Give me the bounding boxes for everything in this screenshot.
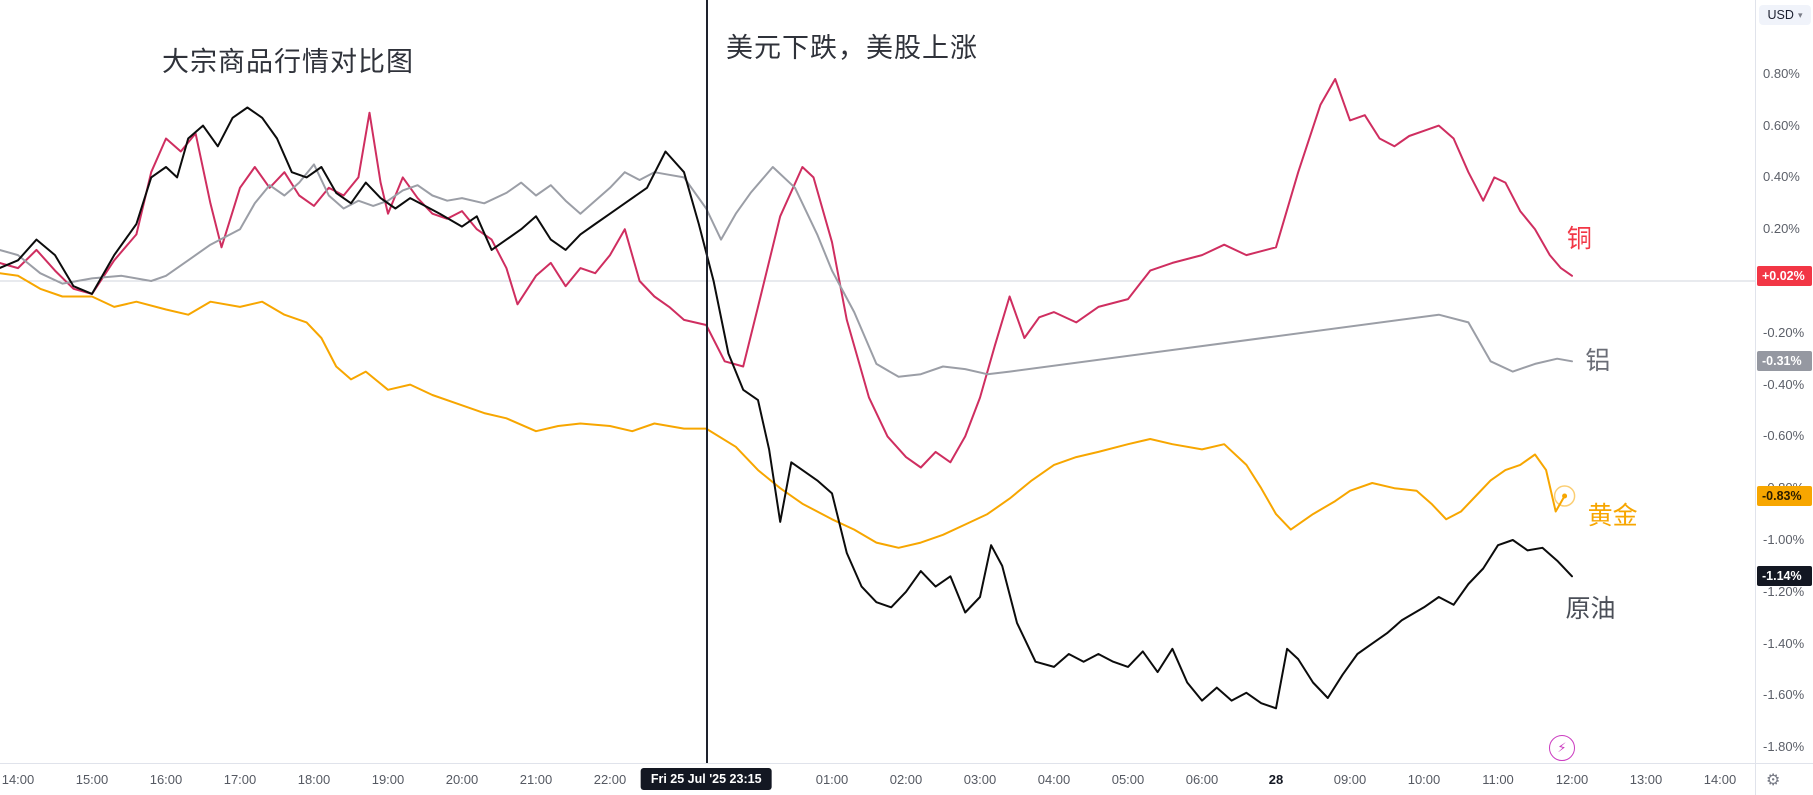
last-point-ring-gold [1553, 485, 1576, 507]
axis-corner: ⚙ [1755, 763, 1813, 795]
time-label: 15:00 [75, 772, 109, 787]
price-tick: -1.60% [1763, 687, 1805, 703]
price-tick: -0.40% [1763, 376, 1805, 392]
crosshair-vertical-line[interactable] [706, 0, 708, 763]
price-tick: -1.20% [1763, 583, 1805, 599]
time-label: 05:00 [1111, 772, 1145, 787]
series-label-copper[interactable]: 铜 [1566, 224, 1592, 253]
time-label: 16:00 [149, 772, 183, 787]
price-badge-crude-oil: -1.14% [1757, 566, 1812, 587]
time-label: 10:00 [1407, 772, 1441, 787]
lightning-glyph: ⚡ [1557, 740, 1567, 756]
time-label: 11:00 [1482, 772, 1514, 787]
price-tick: -0.60% [1763, 428, 1805, 444]
time-label: 22:00 [593, 772, 627, 787]
series-line-gold[interactable] [0, 272, 1566, 549]
time-axis[interactable]: Fri 25 Jul '25 23:15 14:00 15:00 16:00 17:0… [0, 763, 1755, 795]
time-label: 18:00 [297, 772, 331, 787]
series-label-aluminum[interactable]: 铝 [1585, 346, 1611, 375]
series-line-copper[interactable] [0, 78, 1573, 469]
series-label-crude-oil[interactable]: 原油 [1565, 595, 1616, 624]
currency-selector[interactable]: USD ▾ [1759, 5, 1811, 25]
time-label: 12:00 [1555, 772, 1589, 787]
series-label-gold[interactable]: 黄金 [1587, 502, 1638, 531]
price-tick: -0.20% [1763, 324, 1805, 340]
chevron-down-icon: ▾ [1797, 9, 1803, 20]
time-label: 06:00 [1185, 772, 1219, 787]
gear-icon[interactable]: ⚙ [1766, 772, 1781, 789]
time-label: 04:00 [1037, 772, 1071, 787]
time-label: 13:00 [1629, 772, 1663, 787]
price-tick: -1.00% [1763, 532, 1805, 547]
price-badge-copper: +0.02% [1757, 265, 1812, 286]
currency-label: USD [1767, 8, 1794, 22]
time-label: 09:00 [1333, 772, 1367, 787]
time-label: 17:00 [223, 772, 257, 787]
price-tick: 0.20% [1763, 221, 1800, 237]
crosshair-time-badge: Fri 25 Jul '25 23:15 [640, 768, 772, 790]
chart-title-annotation[interactable]: 大宗商品行情对比图 [162, 47, 414, 77]
price-badge-gold: -0.83% [1757, 485, 1812, 506]
last-point-dot-gold [1562, 493, 1568, 499]
series-line-crude-oil[interactable] [0, 106, 1573, 710]
time-label: 28 [1268, 772, 1284, 787]
time-label: 21:00 [519, 772, 553, 787]
price-axis[interactable]: USD ▾ 0.80% 0.60% 0.40% 0.20% -0.20% -0.40% -0… [1755, 0, 1813, 763]
price-chart[interactable]: 大宗商品行情对比图 美元下跌，美股上涨 铜铝黄金原油 [0, 0, 1755, 763]
price-tick: -1.80% [1763, 739, 1805, 755]
lightning-icon[interactable]: ⚡ [1548, 735, 1575, 762]
price-badge-aluminum: -0.31% [1757, 351, 1812, 372]
time-label: 02:00 [889, 772, 923, 787]
time-label: 03:00 [963, 772, 997, 787]
price-tick: -1.40% [1763, 635, 1805, 651]
price-tick: 0.40% [1763, 169, 1800, 185]
time-label: 14:00 [1703, 772, 1737, 787]
time-label: 19:00 [371, 772, 405, 787]
time-label: 01:00 [815, 772, 849, 787]
time-label: 14:00 [1, 772, 35, 787]
chart-canvas [0, 78, 1755, 710]
price-tick: 0.80% [1763, 65, 1800, 81]
price-tick: 0.60% [1763, 117, 1800, 133]
series-line-aluminum[interactable] [0, 163, 1573, 378]
time-label: 20:00 [445, 772, 479, 787]
chart-subtitle-annotation[interactable]: 美元下跌，美股上涨 [726, 33, 978, 63]
